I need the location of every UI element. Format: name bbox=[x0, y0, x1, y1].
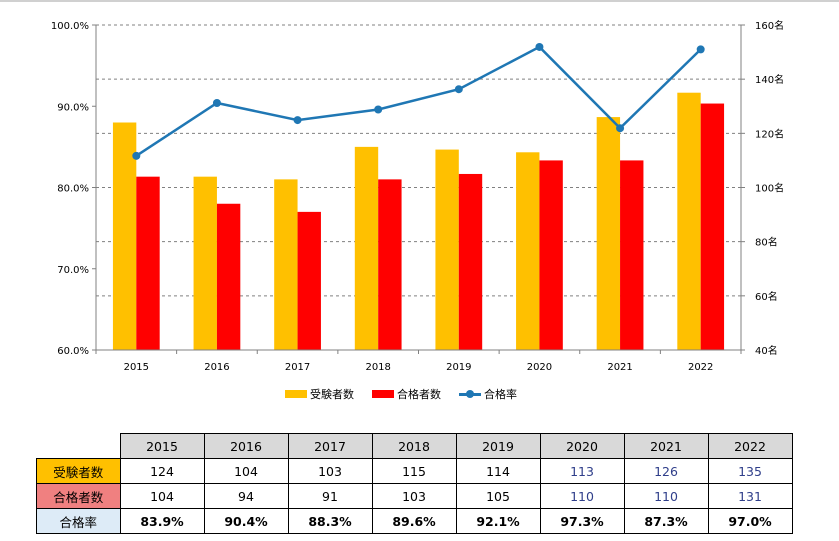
rate-point bbox=[374, 105, 383, 114]
table-cell: 97.0% bbox=[707, 508, 793, 534]
table-cell: 115 bbox=[371, 458, 457, 484]
table-header-row: 2015 2016 2017 2018 2019 2020 2021 2022 bbox=[36, 433, 793, 459]
bar-passers bbox=[378, 179, 402, 350]
table-cell: 89.6% bbox=[371, 508, 457, 534]
table-year-header: 2021 bbox=[623, 433, 709, 459]
data-table: 2015 2016 2017 2018 2019 2020 2021 2022 … bbox=[36, 433, 793, 534]
table-cell: 113 bbox=[539, 458, 625, 484]
rate-point bbox=[535, 42, 544, 51]
table-cell: 110 bbox=[623, 483, 709, 509]
table-row-passers: 合格者数 104 94 91 103 105 110 110 131 bbox=[36, 483, 793, 509]
table-cell: 131 bbox=[707, 483, 793, 509]
y-left-tick-label: 80.0% bbox=[57, 184, 89, 195]
table-cell: 90.4% bbox=[203, 508, 289, 534]
table-year-header: 2017 bbox=[287, 433, 373, 459]
x-tick-label: 2022 bbox=[688, 362, 713, 373]
y-right-tick-label: 40名 bbox=[755, 344, 778, 357]
table-cell: 110 bbox=[539, 483, 625, 509]
table-cell: 92.1% bbox=[455, 508, 541, 534]
bar-passers bbox=[620, 160, 644, 350]
bar-examinees bbox=[596, 117, 621, 350]
legend-swatch-passers bbox=[372, 390, 394, 398]
table-year-header: 2015 bbox=[119, 433, 205, 459]
x-tick-label: 2019 bbox=[446, 362, 471, 373]
bar-passers bbox=[216, 203, 241, 350]
table-row-label: 合格者数 bbox=[36, 483, 121, 509]
bar-examinees bbox=[274, 179, 298, 350]
table-cell: 103 bbox=[287, 458, 373, 484]
table-year-header: 2018 bbox=[371, 433, 457, 459]
x-tick-label: 2018 bbox=[365, 362, 390, 373]
bar-passers bbox=[136, 176, 160, 350]
y-right-tick-label: 60名 bbox=[755, 290, 778, 303]
table-cell: 114 bbox=[455, 458, 541, 484]
legend-swatch-rate bbox=[459, 390, 481, 398]
y-left-tick-label: 60.0% bbox=[57, 346, 89, 357]
y-right-tick-label: 140名 bbox=[755, 73, 784, 86]
table-year-header: 2019 bbox=[455, 433, 541, 459]
table-year-header: 2016 bbox=[203, 433, 289, 459]
bar-passers bbox=[700, 103, 725, 351]
table-row-label: 受験者数 bbox=[36, 458, 121, 484]
rate-line bbox=[135, 45, 702, 157]
table-cell: 104 bbox=[119, 483, 205, 509]
x-tick-label: 2015 bbox=[124, 362, 149, 373]
table-cell: 83.9% bbox=[119, 508, 205, 534]
table-cell: 124 bbox=[119, 458, 205, 484]
table-cell: 103 bbox=[371, 483, 457, 509]
table-cell: 104 bbox=[203, 458, 289, 484]
table-year-header: 2022 bbox=[707, 433, 793, 459]
rate-point bbox=[616, 124, 625, 133]
y-left-tick-label: 100.0% bbox=[51, 21, 89, 32]
table-row-label: 合格率 bbox=[36, 508, 121, 534]
table-cell: 105 bbox=[455, 483, 541, 509]
legend-swatch-examinees bbox=[285, 390, 307, 398]
table-year-header: 2020 bbox=[539, 433, 625, 459]
table-cell: 91 bbox=[287, 483, 373, 509]
bar-passers bbox=[539, 160, 563, 350]
table-cell: 97.3% bbox=[539, 508, 625, 534]
y-right-tick-label: 160名 bbox=[755, 19, 784, 32]
y-right-tick-label: 100名 bbox=[755, 182, 784, 195]
table-cell: 87.3% bbox=[623, 508, 709, 534]
combo-chart: 60.0% 70.0% 80.0% 90.0% 100.0% 40名 60名 80名 100名 1… bbox=[0, 0, 839, 373]
table-cell: 94 bbox=[203, 483, 289, 509]
y-left-tick-label: 70.0% bbox=[57, 265, 89, 276]
rate-point bbox=[696, 45, 705, 54]
bar-passers bbox=[297, 211, 321, 350]
bar-passers bbox=[458, 173, 483, 350]
bar-examinees bbox=[435, 149, 459, 350]
table-cell: 135 bbox=[707, 458, 793, 484]
legend-label-rate: 合格率 bbox=[484, 388, 517, 401]
table-corner-cell bbox=[36, 433, 121, 459]
legend-item-examinees: 受験者数 bbox=[285, 386, 354, 402]
x-tick-label: 2016 bbox=[204, 362, 229, 373]
x-tick-label: 2020 bbox=[527, 362, 552, 373]
rate-point bbox=[212, 99, 221, 107]
bar-examinees bbox=[193, 176, 217, 350]
table-row-examinees: 受験者数 124 104 103 115 114 113 126 135 bbox=[36, 458, 793, 484]
y-right-tick-label: 120名 bbox=[755, 127, 784, 140]
chart-legend: 受験者数 合格者数 合格率 bbox=[285, 386, 517, 402]
y-right-tick-label: 80名 bbox=[755, 236, 778, 249]
bar-examinees bbox=[354, 146, 379, 350]
rate-point bbox=[293, 116, 302, 125]
bar-examinees bbox=[677, 92, 701, 350]
legend-label-examinees: 受験者数 bbox=[310, 388, 354, 401]
rate-point bbox=[132, 151, 141, 160]
bar-examinees bbox=[112, 122, 137, 350]
bar-examinees bbox=[516, 152, 540, 350]
table-cell: 126 bbox=[623, 458, 709, 484]
x-tick-label: 2017 bbox=[285, 362, 310, 373]
table-cell: 88.3% bbox=[287, 508, 373, 534]
rate-point bbox=[454, 85, 463, 94]
legend-label-passers: 合格者数 bbox=[397, 388, 441, 401]
y-left-tick-label: 90.0% bbox=[57, 102, 89, 113]
x-tick-label: 2021 bbox=[607, 362, 632, 373]
legend-item-rate: 合格率 bbox=[459, 386, 517, 402]
legend-item-passers: 合格者数 bbox=[372, 386, 441, 402]
table-row-rate: 合格率 83.9% 90.4% 88.3% 89.6% 92.1% 97.3% … bbox=[36, 508, 793, 534]
